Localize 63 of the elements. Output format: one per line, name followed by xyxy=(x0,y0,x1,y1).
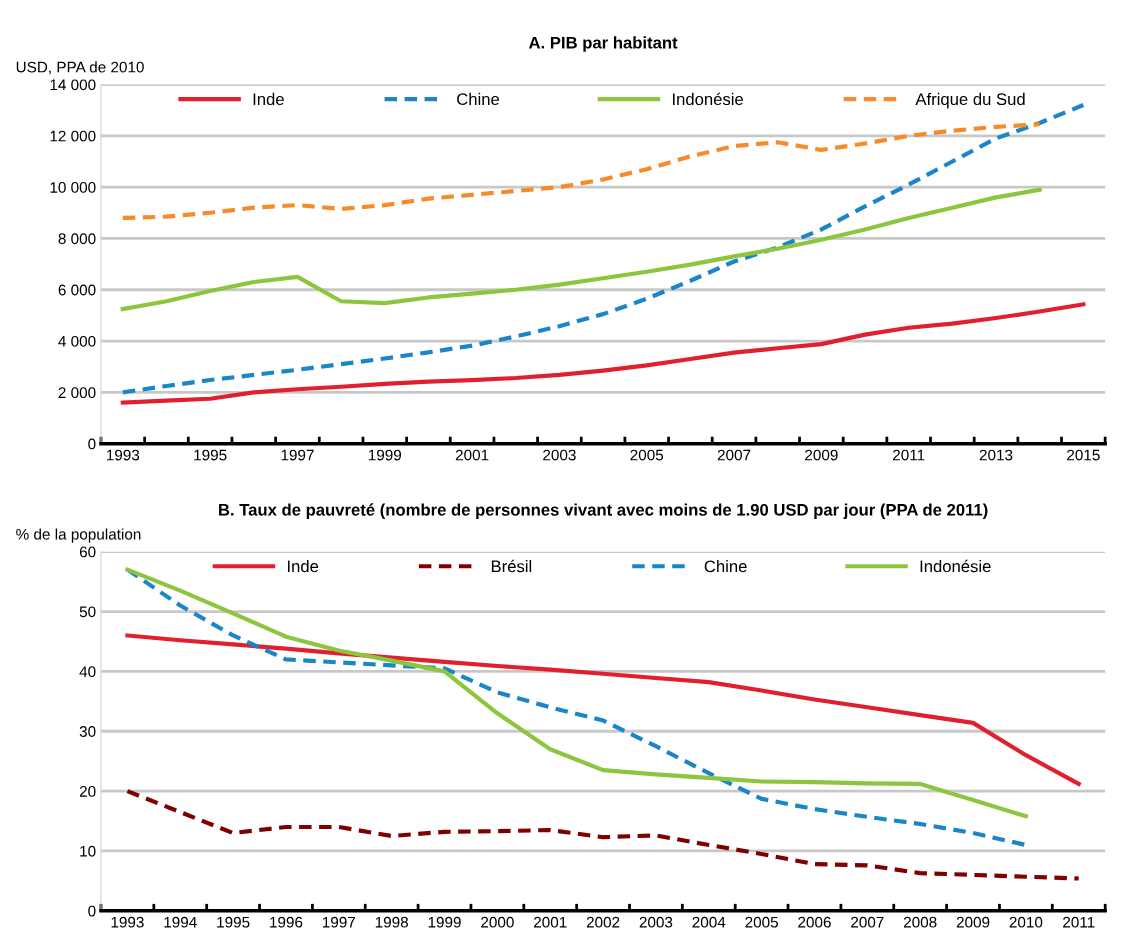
line-series xyxy=(125,633,1081,787)
x-tick-label: 1997 xyxy=(322,916,356,928)
x-tick-label: 2004 xyxy=(692,916,726,928)
x-tick-label: 1993 xyxy=(111,916,144,928)
x-tick-label: 2006 xyxy=(798,916,831,928)
x-tick-label: 2008 xyxy=(903,916,937,928)
y-tick-label: 60 xyxy=(79,546,96,558)
line-series xyxy=(120,302,1086,405)
y-tick-label: 0 xyxy=(88,438,96,450)
x-tick-label: 1998 xyxy=(375,916,408,928)
x-tick-label: 1995 xyxy=(217,916,250,928)
x-tick-label: 2001 xyxy=(455,449,489,461)
legend-label: Inde xyxy=(253,92,284,106)
y-tick-label: 10 000 xyxy=(50,182,96,193)
legend-label: Indonésie xyxy=(920,559,991,573)
legend-label: Chine xyxy=(457,92,500,106)
x-tick-label: 2001 xyxy=(534,916,567,928)
x-tick-label: 2003 xyxy=(639,916,673,928)
x-tick-label: 2005 xyxy=(745,916,778,928)
legend-label: Indonésie xyxy=(673,92,744,106)
line-series xyxy=(120,187,1042,312)
legend-label: Chine xyxy=(704,560,747,573)
x-tick-label: 1993 xyxy=(106,449,140,461)
x-tick-label: 2009 xyxy=(805,449,838,461)
x-tick-label: 1999 xyxy=(368,449,402,461)
x-tick-label: 2007 xyxy=(717,449,751,461)
y-tick-label: 0 xyxy=(88,905,96,917)
x-tick-label: 2015 xyxy=(1067,449,1100,461)
x-tick-label: 1997 xyxy=(281,449,314,461)
x-tick-label: 2010 xyxy=(1009,916,1043,928)
x-tick-label: 2011 xyxy=(1063,916,1095,928)
y-tick-label: 50 xyxy=(79,606,96,618)
x-tick-label: 2013 xyxy=(979,449,1013,461)
y-tick-label: 14 000 xyxy=(50,79,96,91)
x-tick-label: 2005 xyxy=(630,449,664,461)
y-axis-title: % de la population xyxy=(16,528,141,543)
x-tick-label: 1999 xyxy=(428,916,461,928)
y-tick-label: 40 xyxy=(79,666,96,678)
x-tick-label: 2011 xyxy=(893,449,925,461)
line-series xyxy=(120,122,1042,221)
y-tick-label: 8 000 xyxy=(58,233,96,245)
y-tick-label: 4 000 xyxy=(58,335,96,347)
line-series xyxy=(125,789,1081,881)
x-tick-label: 1995 xyxy=(194,449,227,461)
chart-title: A. PIB par habitant xyxy=(528,36,678,52)
x-tick-label: 2007 xyxy=(851,916,884,928)
x-tick-label: 2003 xyxy=(543,449,576,461)
y-tick-label: 6 000 xyxy=(58,284,96,296)
chart-title: B. Taux de pauvreté (nombre de personnes vivant avec moins de 1.90 USD par jour (PPA de 2011) xyxy=(219,503,988,520)
x-tick-label: 2002 xyxy=(586,916,620,928)
x-tick-label: 1996 xyxy=(270,916,303,928)
y-tick-label: 10 xyxy=(80,845,96,857)
legend-label: Afrique du Sud xyxy=(915,92,1025,109)
x-tick-label: 2009 xyxy=(956,916,990,928)
y-tick-label: 12 000 xyxy=(50,130,96,142)
legend-label: Brésil xyxy=(491,559,532,573)
legend-label: Inde xyxy=(287,560,319,573)
y-tick-label: 20 xyxy=(79,785,96,797)
y-tick-label: 2 000 xyxy=(58,387,96,399)
y-axis-title: USD, PPA de 2010 xyxy=(16,61,144,75)
x-tick-label: 1994 xyxy=(164,916,197,928)
y-tick-label: 30 xyxy=(79,726,96,737)
x-tick-label: 2000 xyxy=(481,916,514,928)
